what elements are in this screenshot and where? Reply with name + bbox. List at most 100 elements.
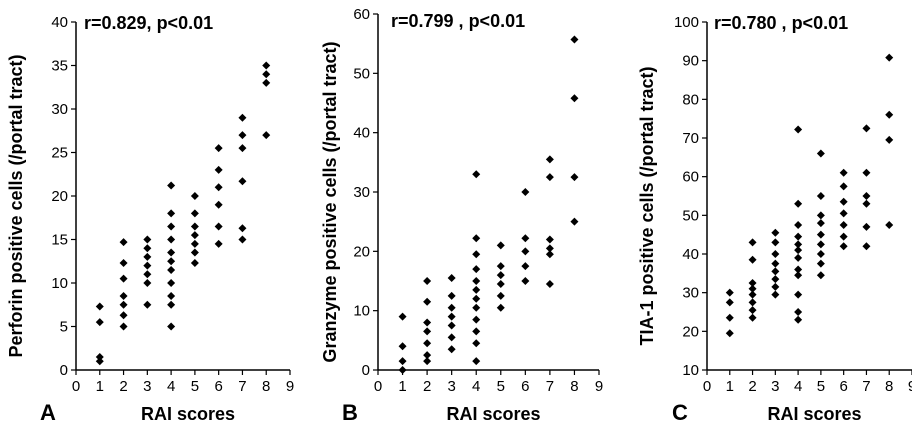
data-point <box>190 258 199 267</box>
data-point <box>214 144 223 153</box>
data-point <box>570 35 579 44</box>
data-point <box>794 125 803 134</box>
data-point <box>398 366 407 374</box>
y-tick-label: 40 <box>51 14 68 31</box>
data-point <box>794 221 803 229</box>
data-point <box>143 270 152 279</box>
x-tick-label: 3 <box>771 378 779 395</box>
data-point <box>862 192 871 200</box>
data-point <box>143 235 152 244</box>
data-point <box>521 188 530 196</box>
x-tick-label: 4 <box>167 378 175 395</box>
x-tick-label: 4 <box>794 378 802 395</box>
data-point <box>748 284 757 293</box>
data-point <box>862 222 871 231</box>
data-point <box>214 165 223 174</box>
data-point <box>190 248 199 257</box>
data-point <box>839 197 848 206</box>
data-point <box>748 238 757 247</box>
x-tick-label: 8 <box>885 378 893 395</box>
x-tick-label: 1 <box>398 378 406 395</box>
data-point <box>545 155 554 164</box>
x-tick-label: 6 <box>521 378 529 395</box>
data-point <box>794 232 803 241</box>
x-tick-label: 8 <box>262 378 270 395</box>
x-tick-label: 0 <box>72 378 80 395</box>
y-tick-label: 50 <box>353 65 370 82</box>
data-point <box>771 259 780 268</box>
data-point <box>447 274 456 283</box>
y-tick-label: 70 <box>682 130 699 147</box>
y-tick-label: 0 <box>362 362 370 379</box>
data-point <box>167 235 176 244</box>
data-point <box>570 173 579 182</box>
data-point <box>748 279 757 287</box>
data-point <box>794 199 803 208</box>
data-point <box>545 173 554 182</box>
data-point <box>472 170 481 179</box>
data-point <box>771 250 780 258</box>
data-point <box>862 242 871 251</box>
data-point <box>794 265 803 274</box>
y-axis-label: TIA-1 positive cells (/portal tract) <box>637 66 657 345</box>
y-axis-label: Granzyme positive cells (/portal tract) <box>320 41 340 362</box>
x-tick-label: 9 <box>908 378 912 395</box>
correlation-annotation: r=0.829, p<0.01 <box>84 13 213 33</box>
y-tick-label: 15 <box>51 232 68 249</box>
x-tick-label: 1 <box>96 378 104 395</box>
data-point <box>521 247 530 256</box>
data-point <box>423 357 432 366</box>
y-tick-label: 100 <box>674 14 699 31</box>
data-point <box>423 339 432 348</box>
data-point <box>496 303 505 312</box>
data-point <box>496 271 505 280</box>
data-point <box>423 277 432 285</box>
y-axis-label: Perforin positive cells (/portal tract) <box>6 54 26 357</box>
y-tick-label: 20 <box>51 188 68 205</box>
data-point <box>95 357 104 366</box>
data-point <box>214 222 223 231</box>
data-point <box>794 246 803 255</box>
correlation-annotation: r=0.799 , p<0.01 <box>391 11 525 31</box>
data-point <box>748 290 757 299</box>
data-point <box>816 192 825 200</box>
y-tick-label: 5 <box>60 319 68 336</box>
data-point <box>190 231 199 240</box>
data-point <box>119 311 128 320</box>
data-point <box>472 357 481 366</box>
x-tick-label: 5 <box>817 378 825 395</box>
data-point <box>472 234 481 243</box>
x-tick-label: 5 <box>191 378 199 395</box>
x-tick-label: 8 <box>570 378 578 395</box>
data-point <box>190 239 199 248</box>
y-tick-label: 30 <box>353 184 370 201</box>
data-point <box>570 94 579 103</box>
data-point <box>839 209 848 218</box>
x-tick-label: 4 <box>472 378 480 395</box>
data-point <box>748 298 757 307</box>
data-point <box>472 294 481 303</box>
data-point <box>816 211 825 220</box>
data-point <box>885 53 894 62</box>
data-point <box>771 275 780 284</box>
x-tick-label: 6 <box>839 378 847 395</box>
y-tick-label: 40 <box>353 125 370 142</box>
data-point <box>447 333 456 342</box>
data-point <box>839 182 848 191</box>
data-point <box>521 234 530 243</box>
data-point <box>725 288 734 297</box>
data-point <box>447 345 456 354</box>
data-point <box>167 322 176 331</box>
data-point <box>190 222 199 231</box>
data-point <box>238 177 247 186</box>
data-point <box>771 267 780 276</box>
data-point <box>472 250 481 259</box>
data-point <box>262 131 271 140</box>
data-point <box>771 238 780 247</box>
data-point <box>119 274 128 283</box>
data-point <box>214 239 223 248</box>
y-tick-label: 35 <box>51 58 68 75</box>
data-point <box>839 221 848 229</box>
y-tick-label: 0 <box>60 362 68 379</box>
